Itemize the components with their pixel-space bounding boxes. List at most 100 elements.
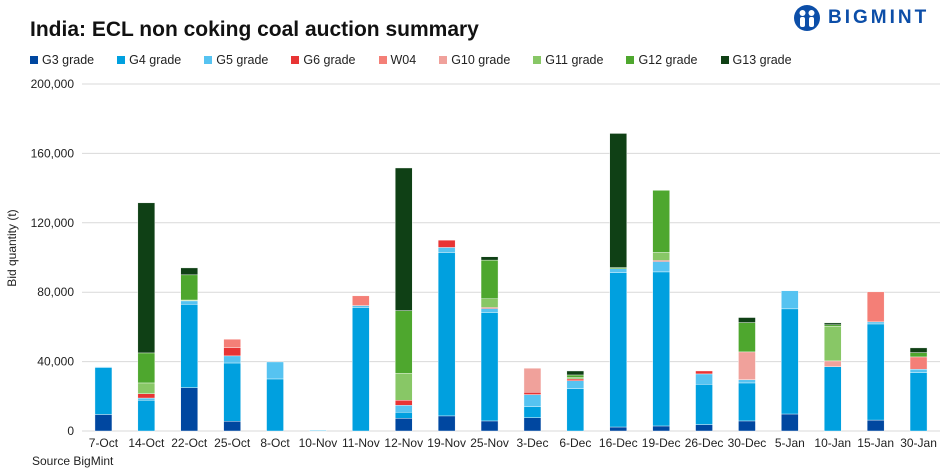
bar-segment-g11-grade [652,252,670,261]
legend-swatch [30,56,38,64]
bar-segment-g5-grade [180,300,198,305]
y-tick-label: 40,000 [37,355,74,369]
bar-segment-g3-grade [223,421,241,432]
bar-segment-g5-grade [94,366,113,368]
x-tick-label: 7-Oct [89,436,119,450]
x-tick-label: 19-Dec [642,436,681,450]
x-tick-label: 15-Jan [857,436,894,450]
bar-segment-g4-grade [94,367,113,415]
legend-item: G4 grade [117,53,181,67]
bar-segment-g6-grade [137,393,156,399]
bar-segment-g13-grade [609,133,627,268]
chart-title: India: ECL non coking coal auction summa… [30,18,479,41]
bar-segment-g5-grade [523,394,542,407]
bar-segment-g12-grade [180,274,198,301]
bar-segment-g4-grade [523,406,542,418]
y-tick-label: 80,000 [37,285,74,299]
bar-segment-g6-grade [566,378,585,381]
bar-segment-g5-grade [309,429,327,432]
bar-segment-g11-grade [480,298,499,308]
bar-segment-g5-grade [437,247,456,253]
legend-item: G12 grade [626,53,698,67]
bar-segment-g3-grade [94,414,113,432]
bar-segment-g4-grade [609,272,627,428]
bar-segment-g4-grade [266,378,284,432]
x-tick-label: 6-Dec [559,436,591,450]
bar-segment-g13-grade [480,256,499,261]
bar-segment-g5-grade [695,373,713,385]
bar-segment-g3-grade [437,415,456,432]
legend-swatch [204,56,213,64]
bigmint-logo: BIGMINT [792,4,929,32]
x-tick-label: 10-Nov [299,436,338,450]
legend-swatch [117,56,126,64]
bar-segment-g5-grade [266,361,284,380]
bar-segment-g6-grade [523,392,542,395]
legend-label: G4 grade [129,53,182,67]
x-tick-label: 10-Jan [814,436,851,450]
bar-segment-g11-grade [824,326,842,362]
bar-segment-g4-grade [695,384,713,425]
legend-swatch [720,56,729,64]
bar-segment-g3-grade [395,418,413,432]
bar-segment-g12-grade [566,374,585,378]
bar-segment-g10-grade [824,360,842,367]
legend-item: G11 grade [533,53,603,67]
bar-segment-g12-grade [909,352,928,358]
x-tick-label: 11-Nov [342,436,380,450]
bar-segment-g13-grade [180,267,198,276]
bar-segment-w04 [223,339,241,348]
legend-swatch [626,56,635,64]
bar-segment-g12-grade [137,352,156,384]
legend-item: G6 grade [291,53,356,67]
x-tick-label: 26-Dec [685,436,724,450]
logo-people-icon [794,5,820,31]
bar-segment-g3-grade [738,420,756,432]
legend-swatch [378,56,387,64]
bar-segment-g6-grade [395,400,413,406]
bar-segment-g11-grade [566,377,585,380]
bar-segment-g4-grade [395,412,413,419]
legend-label: G10 grade [451,53,511,67]
bar-segment-g5-grade [652,261,670,273]
x-tick-label: 5-Jan [775,436,805,450]
bar-segment-g10-grade [523,367,542,393]
bar-segment-g13-grade [566,370,585,376]
bar-segment-g5-grade [781,290,799,310]
bar-segment-g4-grade [352,307,370,432]
bar-segment-g3-grade [652,425,670,432]
y-tick-label: 200,000 [31,77,75,91]
x-tick-label: 30-Dec [728,436,767,450]
x-tick-label: 8-Oct [260,436,290,450]
legend-label: G6 grade [303,53,356,67]
bar-segment-g3-grade [180,387,198,432]
legend-item: W04 [378,53,416,67]
bar-segment-g6-grade [437,239,456,248]
source-note: Source BigMint [32,454,114,468]
x-tick-label: 16-Dec [599,436,638,450]
bar-segment-g4-grade [480,312,499,422]
bar-segment-g3-grade [866,419,885,432]
legend-item: G10 grade [439,53,510,67]
legend: G3 grade G4 grade G5 grade G6 grade W04 G10 g… [30,53,815,67]
y-tick-label: 120,000 [31,216,75,230]
logo-text: BIGMINT [828,7,930,28]
x-tick-label: 3-Dec [516,436,548,450]
bar-segment-g4-grade [137,400,156,432]
bar-segment-g3-grade [523,417,542,432]
bar-segment-g6-grade [223,347,241,357]
x-tick-label: 19-Nov [427,436,466,450]
bar-segment-g4-grade [738,382,756,422]
bar-segment-g4-grade [180,304,198,388]
bar-segment-g5-grade [137,397,156,401]
bar-segment-g13-grade [395,167,413,311]
bar-segment-g3-grade [695,424,713,432]
legend-label: G13 grade [732,53,792,67]
bar-segment-g13-grade [137,202,156,354]
bar-segment-g5-grade [352,305,370,308]
legend-swatch [291,56,300,64]
legend-swatch [439,56,448,64]
x-tick-label: 25-Oct [214,436,251,450]
